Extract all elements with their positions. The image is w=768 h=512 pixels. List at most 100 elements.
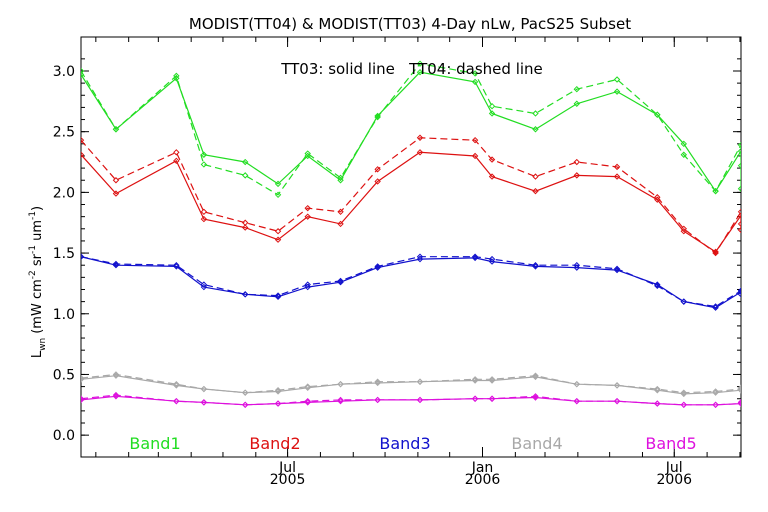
band1-tt03-point: [112, 126, 120, 133]
band2-tt03-point: [737, 212, 741, 219]
band-label-band1: Band1: [129, 434, 180, 453]
band4-tt03-point: [374, 379, 381, 387]
band3-tt03-point: [374, 264, 381, 271]
y-tick-label: 2.5: [53, 125, 75, 141]
band2-tt04-point: [471, 136, 479, 144]
band1-tt04-point: [200, 161, 208, 168]
band3-tt03-point: [613, 266, 621, 274]
x-tick-month-label: Jul: [278, 460, 296, 476]
band2-tt04-point: [241, 219, 249, 226]
band3-tt03-point: [680, 298, 688, 305]
band4-tt04-point: [81, 374, 85, 382]
band1-tt03-line: [81, 71, 741, 193]
band4-tt03-point: [337, 380, 344, 388]
band2-tt04-point: [737, 220, 741, 228]
band1-tt03-point: [712, 187, 719, 195]
band3-tt03-point: [471, 254, 479, 262]
band5-tt03-point: [680, 401, 688, 409]
band3-tt04-point: [573, 262, 581, 269]
band2-tt03-point: [416, 149, 424, 156]
band2-tt04-point: [337, 208, 344, 216]
x-tick-month-label: Jul: [665, 460, 683, 476]
band1-tt04-point: [274, 191, 282, 199]
y-tick-label: 1.0: [53, 307, 75, 323]
band1-tt04-point: [488, 102, 496, 110]
y-label-exp-2: -1: [28, 245, 38, 254]
band5-tt03-point: [737, 400, 741, 407]
band2-tt04-point: [173, 149, 180, 156]
band4-tt03-point: [737, 385, 741, 393]
band1-tt04-point: [173, 72, 180, 80]
y-label-unit-close: ): [30, 206, 45, 211]
band2-tt03-point: [613, 173, 621, 180]
band4-tt03-point: [112, 372, 120, 379]
line-style-annotation: TT03: solid line TT04: dashed line: [280, 60, 543, 78]
band5-tt03-point: [304, 399, 311, 406]
band3-tt03-point: [737, 291, 741, 298]
band3-tt03-point: [274, 293, 282, 300]
band4-tt03-point: [573, 380, 581, 388]
band1-tt04-line: [81, 63, 741, 196]
band1-tt03-point: [374, 112, 381, 120]
band5-tt03-point: [737, 399, 741, 406]
band4-tt03-point: [173, 382, 180, 389]
band2-tt03-point: [471, 152, 479, 160]
band-label-band3: Band3: [379, 434, 430, 453]
band4-tt03-point: [81, 376, 85, 383]
band1-tt03-point: [573, 100, 581, 107]
band2-tt04-point: [573, 158, 581, 166]
band4-tt03-point: [613, 382, 621, 389]
x-tick-year-label: 2006: [465, 472, 501, 488]
y-label-exp-1: -2: [28, 270, 38, 279]
band5-tt03-point: [416, 396, 424, 404]
band2-tt04-point: [304, 204, 311, 212]
band5-tt03-point: [200, 399, 208, 406]
band5-tt03-point: [112, 393, 120, 400]
band1-tt03-point: [337, 177, 344, 184]
band3-tt03-point: [304, 283, 311, 291]
band4-tt03-point: [416, 378, 424, 385]
band5-tt03-point: [337, 397, 344, 405]
band5-tt03-point: [712, 401, 719, 409]
band1-tt04-point: [471, 70, 479, 77]
band5-tt03-point: [241, 401, 249, 409]
band4-tt03-point: [737, 387, 741, 394]
band2-tt04-point: [200, 208, 208, 216]
band4-tt03-line: [81, 375, 741, 395]
band4-tt03-point: [488, 377, 496, 384]
band2-tt03-point: [488, 173, 496, 180]
band1-tt03-point: [304, 152, 311, 160]
band4-tt03-point: [532, 373, 539, 381]
band5-tt03-point: [81, 396, 85, 404]
band3-tt04-point: [416, 253, 424, 260]
band2-tt04-point: [81, 136, 85, 144]
band2-tt03-point: [654, 196, 661, 203]
band4-tt03-point: [274, 388, 282, 395]
chart-title: MODIST(TT04) & MODIST(TT03) 4-Day nLw, P…: [189, 15, 631, 33]
band5-tt03-line: [81, 395, 741, 406]
band5-tt03-point: [613, 397, 621, 405]
band3-tt03-point: [532, 263, 539, 270]
y-label-unit-um: um: [30, 220, 45, 245]
band4-tt03-point: [654, 387, 661, 394]
band3-tt03-point: [712, 304, 719, 311]
y-axis: 0.0 0.5 1.0 1.5 2.0 2.5 3.0: [53, 58, 741, 444]
band2-tt03-point: [304, 213, 311, 220]
band-label-band5: Band5: [645, 434, 696, 453]
band1-tt04-point: [613, 76, 621, 83]
band1-tt03-point: [416, 68, 424, 76]
band1-tt03-point: [488, 110, 496, 117]
band3-tt03-point: [241, 291, 249, 298]
y-label-subscript: wn: [38, 338, 48, 351]
band5-tt03-point: [374, 396, 381, 404]
band1-tt03-point: [274, 180, 282, 188]
band3-tt03-point: [737, 288, 741, 296]
band4-tt04-point: [737, 384, 741, 392]
x-tick-month-label: Jan: [471, 460, 494, 476]
band2-tt04-point: [532, 173, 539, 180]
band5-tt03-point: [654, 400, 661, 407]
band2-tt03-point: [737, 226, 741, 234]
